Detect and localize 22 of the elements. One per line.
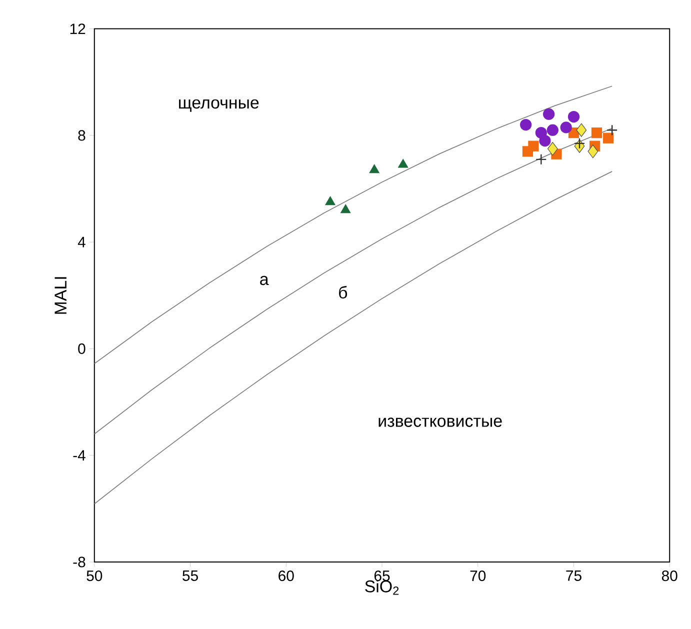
y-axis-title: MALI: [54, 277, 66, 314]
x-tick-label: 55: [182, 570, 198, 581]
x-tick-label: 80: [662, 570, 678, 582]
line-series: [94, 128, 613, 434]
x-tick-label: 60: [278, 570, 294, 582]
x-tick-label: 70: [470, 570, 486, 582]
y-tick-label: -8: [73, 556, 86, 568]
y-tick-label: -4: [73, 450, 86, 460]
y-tick-label: 0: [78, 343, 86, 354]
y-tick-label: 12: [70, 24, 86, 34]
annotation: известковистые: [378, 418, 502, 427]
x-tick-label: 65: [374, 570, 390, 582]
x-tick-label: 75: [566, 570, 582, 581]
line-series: [94, 86, 613, 364]
annotation: а: [260, 276, 269, 286]
annotation: щелочные: [179, 99, 259, 112]
y-tick-label: 8: [78, 130, 86, 141]
annotation: б: [339, 286, 348, 298]
y-tick-label: 4: [78, 236, 86, 248]
line-series: [94, 170, 613, 504]
x-axis-title: SiO$_{2}$: [365, 580, 399, 595]
x-tick-label: 50: [86, 570, 102, 582]
